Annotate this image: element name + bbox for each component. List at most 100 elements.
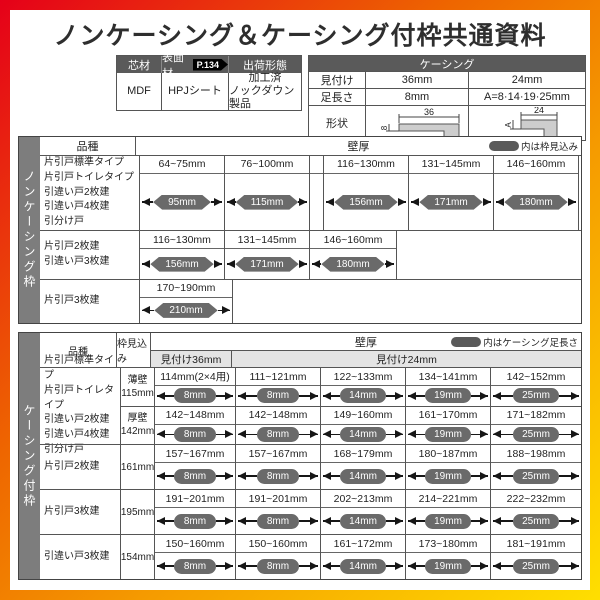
- leg-length-pill: 25mm: [513, 513, 559, 529]
- dimension-arrow: 14mm: [321, 463, 405, 489]
- casing-profile-24-icon: 24 A: [504, 107, 558, 139]
- wall-type-label: 厚壁: [127, 413, 148, 425]
- frame-depth-cell: 195mm: [121, 490, 155, 534]
- arrow-right-icon: [385, 517, 404, 524]
- wall-range: 146~160mm: [494, 156, 578, 174]
- casing-table: ケーシング付枠 品種 枠見込み 壁厚 内はケーシング足長さ 見付け36mm: [18, 332, 582, 580]
- arrow-right-icon: [299, 517, 318, 524]
- core-material-value: MDF: [117, 73, 162, 110]
- wall-range: 116~130mm: [140, 231, 224, 250]
- dimension-arrow: 8mm: [236, 425, 320, 445]
- arrow-right-icon: [558, 517, 580, 524]
- arrow-right-icon: [470, 392, 489, 399]
- wall-range: 131~145mm: [409, 156, 493, 174]
- wall-cell: 142~148mm 8mm: [155, 406, 236, 444]
- wall-range: 180~187mm: [406, 445, 490, 463]
- arrow-right-icon: [470, 431, 489, 438]
- wall-cell: 188~198mm 25mm: [491, 445, 581, 489]
- arrow-left-icon: [408, 472, 426, 479]
- dimension-arrow: 14mm: [321, 425, 405, 445]
- casing-spec-title: ケーシング: [309, 56, 585, 71]
- arrow-right-icon: [385, 431, 404, 438]
- frame-depth-pill: 115mm: [236, 195, 299, 210]
- wall-cell: 202~213mm 14mm: [321, 490, 406, 534]
- arrow-left-icon: [157, 472, 174, 479]
- wall-range: 170~190mm: [140, 280, 232, 298]
- leg-length-pill: 19mm: [425, 426, 471, 442]
- dimension-arrow: 19mm: [406, 508, 490, 534]
- frame-depth-pill: 180mm: [321, 257, 384, 272]
- wall-range: 150~160mm: [236, 535, 320, 553]
- svg-text:8: 8: [380, 125, 389, 130]
- leg-length-pill: 14mm: [340, 558, 386, 574]
- arrow-left-icon: [227, 260, 236, 267]
- arrow-right-icon: [216, 517, 233, 524]
- top-spec-area: 芯材 表面材 P.134 出荷形態 MDF HPJシート 加工済 ノックダウン製…: [10, 52, 590, 141]
- noncasing-side-label: ノンケーシング枠: [19, 137, 40, 323]
- wall-cell: 181~191mm 25mm: [491, 535, 581, 579]
- arrow-right-icon: [482, 198, 492, 205]
- legend-note: 内は枠見込み: [488, 137, 578, 155]
- wall-cell: 150~160mm 8mm: [236, 535, 321, 579]
- dimension-arrow: 14mm: [321, 508, 405, 534]
- leg-length-pill: 8mm: [257, 558, 299, 574]
- frame-depth-cell: 薄壁 115mm: [121, 368, 155, 406]
- leg-length-pill: 19mm: [425, 513, 471, 529]
- door-type-label: 引分け戸: [44, 444, 84, 455]
- arrow-left-icon: [323, 562, 341, 569]
- wall-cell: 191~201mm 8mm: [155, 490, 236, 534]
- svg-text:36: 36: [424, 107, 434, 117]
- wall-cell: 116~130mm 156mm: [140, 231, 225, 279]
- leg-length-pill: 14mm: [340, 426, 386, 442]
- arrow-left-icon: [238, 392, 257, 399]
- arrow-left-icon: [157, 392, 174, 399]
- wall-thickness-header: 壁厚: [355, 336, 377, 349]
- door-type-label: 片引戸2枚建: [44, 241, 100, 253]
- door-type-label: 引違い戸3枚建: [44, 550, 110, 562]
- wall-cell: 170~190mm 210mm: [140, 279, 233, 323]
- door-type-labels: 片引戸標準タイプ 片引戸トイレタイプ 引違い戸2枚建 引違い戸4枚建 引分け戸: [40, 155, 140, 231]
- leg-length-pill: 25mm: [513, 388, 559, 404]
- wall-cell: 150~160mm 8mm: [155, 535, 236, 579]
- wall-cell: 111~121mm 8mm: [236, 368, 321, 406]
- door-type-label: 引違い戸2枚建: [44, 186, 110, 198]
- arrow-left-icon: [408, 517, 426, 524]
- door-type-label: 引分け戸: [44, 216, 84, 228]
- document-page: ノンケーシング＆ケーシング付枠共通資料 芯材 表面材 P.134 出荷形態 MD…: [10, 10, 590, 590]
- wall-range: 171~182mm: [491, 407, 581, 425]
- arrow-left-icon: [496, 198, 505, 205]
- wall-cell: 180~187mm 19mm: [406, 445, 491, 489]
- wall-range: 131~145mm: [225, 231, 309, 250]
- arrow-right-icon: [558, 392, 580, 399]
- arrow-right-icon: [299, 431, 318, 438]
- casing-profile-36-icon: 36 8: [380, 107, 460, 138]
- surface-material-label: 表面材: [162, 51, 184, 80]
- wall-cell: 122~133mm 14mm: [321, 368, 406, 406]
- arrow-right-icon: [298, 260, 308, 267]
- arrow-left-icon: [323, 472, 341, 479]
- arrow-right-icon: [298, 198, 308, 205]
- dimension-arrow: 8mm: [236, 553, 320, 579]
- dimension-arrow: 19mm: [406, 386, 490, 406]
- wall-cell: 142~152mm 25mm: [491, 368, 581, 406]
- dimension-arrow: 25mm: [491, 463, 581, 489]
- dimension-arrow: 171mm: [409, 174, 493, 231]
- svg-text:24: 24: [534, 107, 544, 115]
- dimension-arrow: 8mm: [155, 553, 235, 579]
- table-row-group: 片引戸3枚建 195mm 191~201mm 8mm 191~201mm 8mm: [40, 489, 581, 534]
- leg-length-pill: 8mm: [174, 426, 216, 442]
- table-row-group: 片引戸3枚建 170~190mm 210mm: [40, 278, 581, 323]
- arrow-left-icon: [326, 198, 335, 205]
- wall-cell: 214~221mm 19mm: [406, 490, 491, 534]
- wall-range: 157~167mm: [155, 445, 235, 463]
- face-width-36: 36mm: [366, 72, 469, 88]
- material-spec-table: 芯材 表面材 P.134 出荷形態 MDF HPJシート 加工済 ノックダウン製…: [116, 52, 302, 111]
- wall-cell: 114mm(2×4用) 8mm: [155, 368, 236, 406]
- table-row-group: 片引戸標準タイプ 片引戸トイレタイプ 引違い戸2枚建 引違い戸4枚建 引分け戸 …: [40, 155, 581, 231]
- wall-range: 142~148mm: [155, 407, 235, 425]
- arrow-left-icon: [493, 392, 514, 399]
- dimension-arrow: 8mm: [236, 463, 320, 489]
- arrow-left-icon: [238, 431, 257, 438]
- door-type-label: 片引戸トイレタイプ: [44, 384, 114, 411]
- arrow-right-icon: [210, 198, 223, 205]
